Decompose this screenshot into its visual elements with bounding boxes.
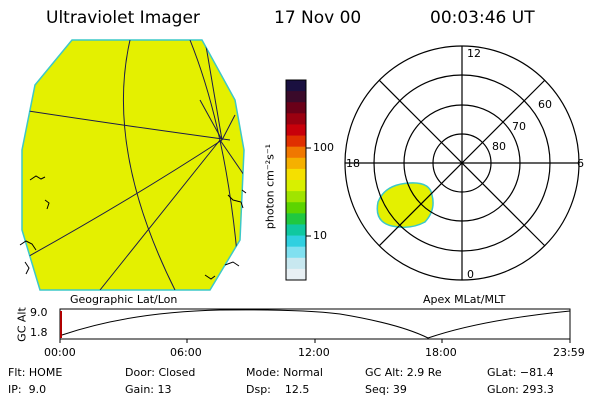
colorbar-segment — [286, 268, 306, 281]
colorbar-segment — [286, 191, 306, 203]
time-label: 00:03:46 UT — [430, 8, 535, 28]
colorbar-segment — [286, 213, 306, 225]
mlt-label-18: 18 — [346, 157, 360, 170]
date-label: 17 Nov 00 — [274, 8, 362, 28]
info-dsp: Dsp: 12.5 — [246, 383, 310, 396]
colorbar-segment — [286, 168, 306, 181]
colorbar-segment — [286, 102, 306, 114]
colorbar-tick-100: 100 — [313, 141, 334, 154]
colorbar-segment — [286, 91, 306, 103]
polar-panel-label: Apex MLat/MLT — [423, 293, 506, 306]
mlt-label-0: 0 — [467, 268, 474, 281]
info-ip: IP: 9.0 — [8, 383, 47, 396]
info-flight: Flt: HOME — [8, 366, 63, 379]
colorbar-segment — [286, 135, 306, 148]
altitude-tick-1.8: 1.8 — [30, 326, 48, 339]
colorbar-tick-10: 10 — [313, 229, 327, 242]
xtick-2359: 23:59 — [553, 346, 585, 359]
colorbar-segment — [286, 202, 306, 214]
polar-diag-2 — [378, 79, 546, 247]
info-gc-alt: GC Alt: 2.9 Re — [365, 366, 442, 379]
geo-grid-lines — [22, 40, 244, 290]
instrument-title: Ultraviolet Imager — [46, 8, 200, 28]
geo-image-disk — [21, 39, 245, 291]
colorbar-segment — [286, 246, 306, 259]
info-glon: GLon: 293.3 — [487, 383, 554, 396]
altitude-tick-9: 9.0 — [30, 306, 48, 319]
altitude-curve — [61, 309, 571, 339]
info-glat: GLat: −81.4 — [487, 366, 554, 379]
mlt-label-12: 12 — [467, 47, 481, 60]
colorbar-segment — [286, 80, 306, 92]
xtick-1200: 12:00 — [298, 346, 330, 359]
xtick-0600: 06:00 — [170, 346, 202, 359]
lat-label-60: 60 — [538, 98, 552, 111]
colorbar-segment — [286, 146, 306, 159]
colorbar-segment — [286, 157, 306, 170]
colorbar-segment — [286, 235, 306, 248]
info-gain: Gain: 13 — [125, 383, 172, 396]
lat-label-80: 80 — [492, 140, 506, 153]
colorbar-segment — [286, 257, 306, 270]
info-seq: Seq: 39 — [365, 383, 407, 396]
info-door: Door: Closed — [125, 366, 196, 379]
altitude-ylabel: GC Alt — [15, 307, 29, 342]
geo-coastlines — [19, 175, 247, 280]
geo-panel-label: Geographic Lat/Lon — [70, 293, 178, 306]
lat-label-70: 70 — [512, 120, 526, 133]
mlt-label-6: 6 — [577, 157, 584, 170]
colorbar-segment — [286, 180, 306, 192]
colorbar-segment — [286, 113, 306, 125]
info-mode: Mode: Normal — [246, 366, 323, 379]
colorbar-segment — [286, 124, 306, 137]
xtick-0000: 00:00 — [44, 346, 76, 359]
xtick-1800: 18:00 — [425, 346, 457, 359]
colorbar-segment — [286, 224, 306, 237]
